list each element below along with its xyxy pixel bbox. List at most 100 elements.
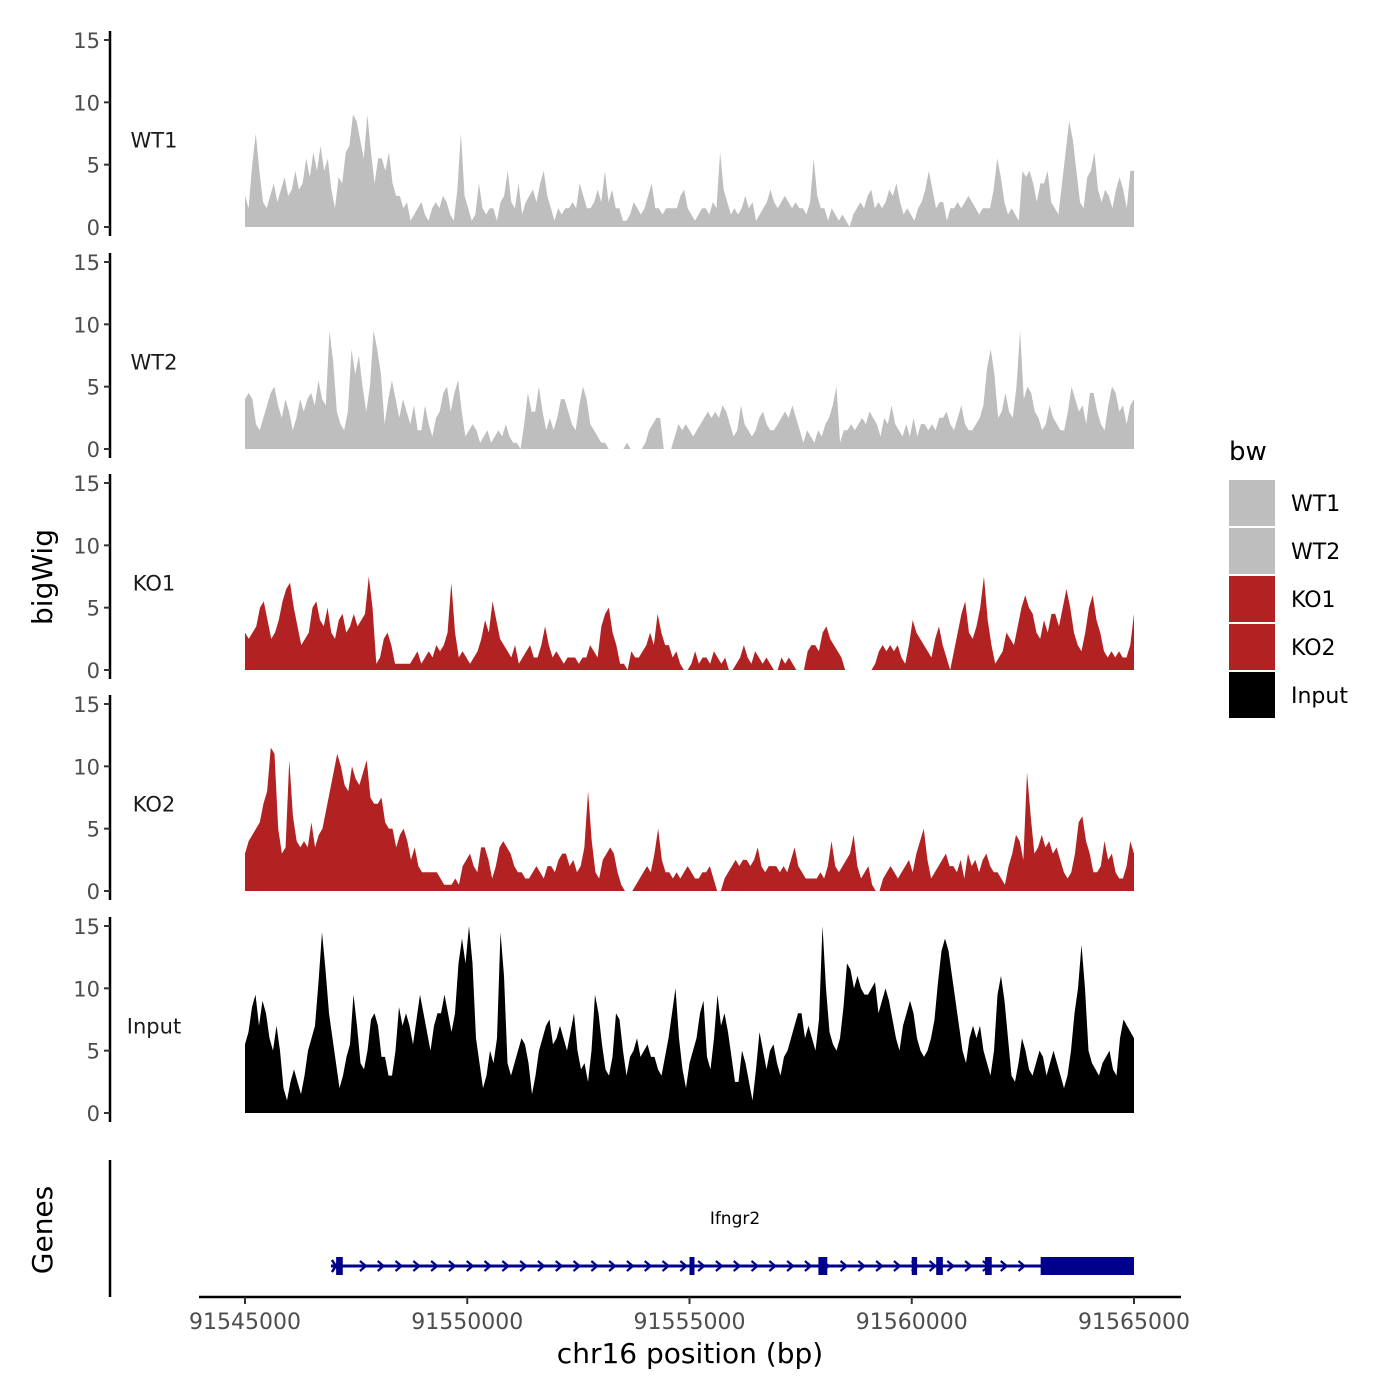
exon bbox=[985, 1257, 992, 1275]
strand-arrow bbox=[430, 1260, 439, 1272]
y-tick-label: 5 bbox=[87, 1040, 100, 1064]
legend-key-ko2 bbox=[1229, 624, 1275, 670]
track-label-ko2: KO2 bbox=[133, 793, 176, 817]
legend-key-wt1 bbox=[1229, 480, 1275, 526]
y-tick-label: 15 bbox=[73, 915, 100, 939]
strand-arrow bbox=[643, 1260, 653, 1272]
y-tick-label: 0 bbox=[87, 880, 100, 904]
track-panels: 0 5 10 15 WT1 0 5 10 15 WT2 0 5 10 15 KO1 0 5 10 15 KO2 0 5 10… bbox=[73, 29, 1134, 1126]
y-tick-label: 5 bbox=[87, 597, 100, 621]
strand-arrow bbox=[804, 1260, 813, 1272]
genes-axis-title: Genes bbox=[26, 1186, 59, 1274]
y-tick-label: 0 bbox=[87, 438, 100, 462]
track-label-input: Input bbox=[127, 1015, 181, 1039]
strand-arrow bbox=[519, 1260, 528, 1272]
panel-wt1: 0 5 10 15 WT1 bbox=[73, 29, 1134, 240]
legend: WT1 WT2 KO1 KO2 Input bbox=[1229, 480, 1348, 718]
strand-arrow bbox=[715, 1260, 724, 1272]
strand-arrow bbox=[750, 1260, 760, 1272]
area-wt1 bbox=[245, 114, 1134, 227]
y-tick-label: 15 bbox=[73, 29, 100, 53]
x-axis-title: chr16 position (bp) bbox=[557, 1337, 823, 1370]
strand-arrow bbox=[1017, 1260, 1027, 1272]
strand-arrow bbox=[999, 1260, 1009, 1272]
track-label-wt1: WT1 bbox=[131, 129, 178, 153]
strand-arrow bbox=[537, 1260, 546, 1272]
legend-key-wt2 bbox=[1229, 528, 1275, 574]
strand-arrow bbox=[394, 1260, 404, 1272]
strand-arrow bbox=[483, 1260, 493, 1272]
strand-arrow bbox=[786, 1260, 795, 1272]
strand-arrow bbox=[554, 1260, 564, 1272]
strand-arrow bbox=[768, 1260, 778, 1272]
y-tick-label: 10 bbox=[73, 977, 100, 1001]
strand-arrow bbox=[608, 1260, 617, 1272]
exon bbox=[689, 1257, 695, 1275]
strand-arrow bbox=[590, 1260, 600, 1272]
area-input bbox=[245, 926, 1134, 1113]
y-axis-title: bigWig bbox=[26, 529, 59, 625]
legend-key-ko1 bbox=[1229, 576, 1275, 622]
x-axis: 91545000 91550000 91555000 91560000 91565000 bbox=[189, 1295, 1190, 1335]
panel-ko2: 0 5 10 15 KO2 bbox=[73, 693, 1134, 904]
panel-ko1: 0 5 10 15 KO1 bbox=[73, 472, 1134, 683]
exon bbox=[1040, 1257, 1134, 1275]
exon bbox=[936, 1257, 943, 1275]
y-tick-label: 0 bbox=[87, 216, 100, 240]
strand-arrow bbox=[626, 1260, 635, 1272]
strand-arrow bbox=[501, 1260, 511, 1272]
strand-arrow bbox=[928, 1260, 938, 1272]
legend-label-ko2: KO2 bbox=[1291, 636, 1336, 661]
exon bbox=[911, 1257, 918, 1275]
y-tick-label: 15 bbox=[73, 693, 100, 717]
strand-arrow bbox=[946, 1260, 956, 1272]
track-label-ko1: KO1 bbox=[133, 572, 176, 596]
gene-track bbox=[108, 1160, 1134, 1297]
strand-arrow bbox=[875, 1260, 884, 1272]
area-ko1 bbox=[245, 576, 1134, 670]
exon bbox=[336, 1257, 343, 1275]
legend-label-ko1: KO1 bbox=[1291, 588, 1336, 613]
strand-arrow bbox=[679, 1260, 689, 1272]
legend-label-input: Input bbox=[1291, 684, 1348, 709]
x-tick-label: 91560000 bbox=[856, 1310, 968, 1335]
strand-arrow bbox=[697, 1260, 706, 1272]
y-tick-label: 5 bbox=[87, 154, 100, 178]
panel-input: 0 5 10 15 Input bbox=[73, 915, 1134, 1126]
strand-arrow bbox=[376, 1260, 386, 1272]
panel-wt2: 0 5 10 15 WT2 bbox=[73, 251, 1134, 462]
track-label-wt2: WT2 bbox=[131, 351, 178, 375]
x-tick-label: 91550000 bbox=[411, 1310, 523, 1335]
y-tick-label: 15 bbox=[73, 251, 100, 275]
y-tick-label: 10 bbox=[73, 755, 100, 779]
x-tick-label: 91555000 bbox=[634, 1310, 746, 1335]
y-tick-label: 5 bbox=[87, 818, 100, 842]
y-tick-label: 10 bbox=[73, 91, 100, 115]
strand-arrow bbox=[893, 1260, 902, 1272]
area-wt2 bbox=[245, 330, 1134, 449]
x-tick-label: 91565000 bbox=[1078, 1310, 1190, 1335]
exon bbox=[818, 1257, 828, 1275]
y-tick-label: 5 bbox=[87, 376, 100, 400]
strand-arrow bbox=[857, 1260, 867, 1272]
strand-arrow bbox=[572, 1260, 582, 1272]
strand-arrow bbox=[661, 1260, 671, 1272]
legend-key-input bbox=[1229, 672, 1275, 718]
strand-arrow bbox=[465, 1260, 475, 1272]
y-tick-label: 10 bbox=[73, 534, 100, 558]
y-tick-label: 0 bbox=[87, 1102, 100, 1126]
area-ko2 bbox=[245, 747, 1134, 891]
strand-arrow bbox=[732, 1260, 742, 1272]
x-tick-label: 91545000 bbox=[189, 1310, 301, 1335]
legend-label-wt1: WT1 bbox=[1291, 492, 1340, 517]
strand-arrow bbox=[839, 1260, 849, 1272]
strand-arrow bbox=[412, 1260, 422, 1272]
y-tick-label: 10 bbox=[73, 313, 100, 337]
gene-label: Ifngr2 bbox=[710, 1209, 760, 1229]
strand-arrow bbox=[359, 1260, 368, 1272]
strand-arrow bbox=[964, 1260, 973, 1272]
y-tick-label: 0 bbox=[87, 659, 100, 683]
strand-arrow bbox=[448, 1260, 457, 1272]
legend-label-wt2: WT2 bbox=[1291, 540, 1340, 565]
